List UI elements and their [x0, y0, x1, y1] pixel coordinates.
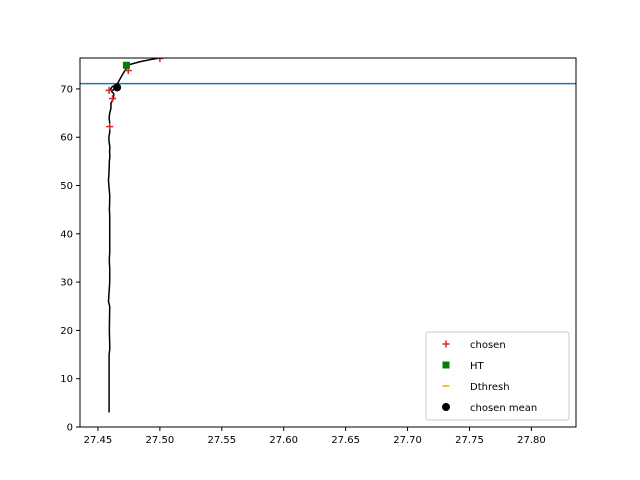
y-tick-label: 20: [60, 326, 73, 337]
x-tick-label: 27.55: [207, 435, 236, 446]
legend: chosen HT Dthresh chosen mean: [425, 331, 570, 421]
x-tick-label: 27.65: [331, 435, 360, 446]
legend-label-chosen: chosen: [470, 340, 506, 351]
x-tick-label: 27.80: [517, 435, 546, 446]
ht-marker: [122, 61, 130, 69]
chosen-marker: [106, 123, 114, 131]
y-tick-label: 60: [60, 133, 73, 144]
legend-label-chosen-mean: chosen mean: [470, 403, 537, 414]
profile-line: [107, 58, 160, 413]
legend-handle-chosen-mean: [442, 403, 450, 411]
chosen-mean-marker: [113, 83, 122, 92]
legend-label-dthresh: Dthresh: [470, 382, 510, 393]
y-tick-label: 50: [60, 181, 73, 192]
y-axis: 0 10 20 30 40 50 60 70: [60, 84, 80, 434]
legend-handle-ht: [442, 361, 450, 369]
legend-label-ht: HT: [470, 361, 485, 372]
y-tick-label: 70: [60, 84, 73, 95]
legend-handle-chosen: [442, 340, 450, 348]
legend-box: [425, 331, 570, 421]
x-tick-label: 27.45: [84, 435, 113, 446]
plot-frame: [79, 57, 577, 428]
y-tick-label: 0: [67, 423, 73, 434]
y-tick-label: 40: [60, 229, 73, 240]
y-tick-label: 30: [60, 278, 73, 289]
y-tick-label: 10: [60, 374, 73, 385]
chosen-marker: [109, 95, 117, 103]
chosen-marker: [105, 86, 113, 94]
x-tick-label: 27.75: [455, 435, 484, 446]
x-tick-label: 27.70: [393, 435, 422, 446]
x-tick-label: 27.60: [269, 435, 298, 446]
x-axis: 27.45 27.50 27.55 27.60 27.65 27.70 27.75 27.80: [84, 427, 546, 446]
x-tick-label: 27.50: [146, 435, 175, 446]
